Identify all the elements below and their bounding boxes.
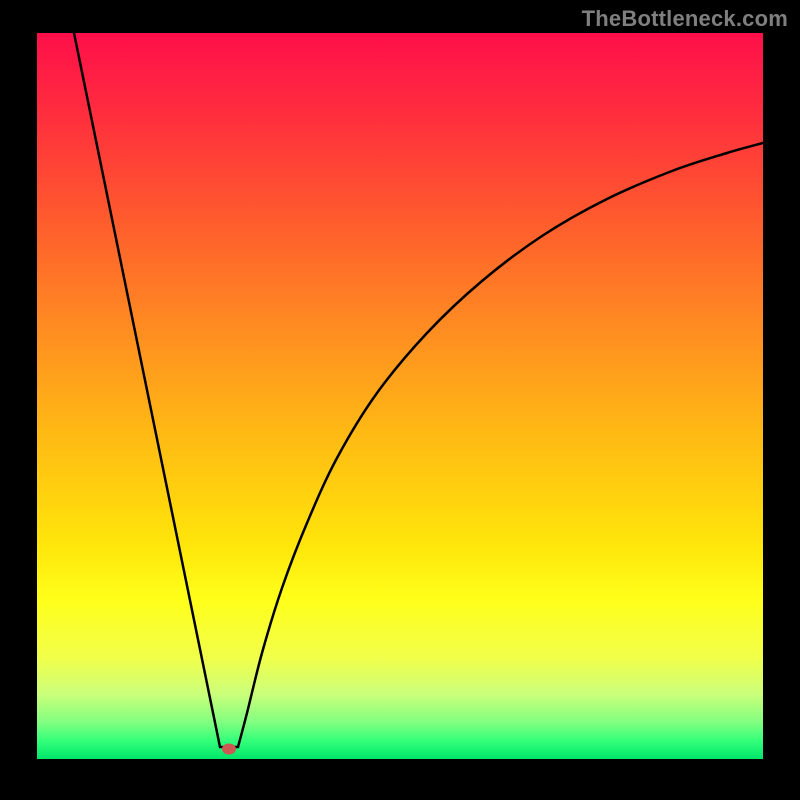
chart-panel	[37, 33, 763, 759]
watermark-text: TheBottleneck.com	[582, 6, 788, 32]
chart-frame: TheBottleneck.com	[0, 0, 800, 800]
valley-marker	[222, 744, 236, 755]
chart-svg	[37, 33, 763, 759]
chart-curve	[74, 33, 763, 747]
